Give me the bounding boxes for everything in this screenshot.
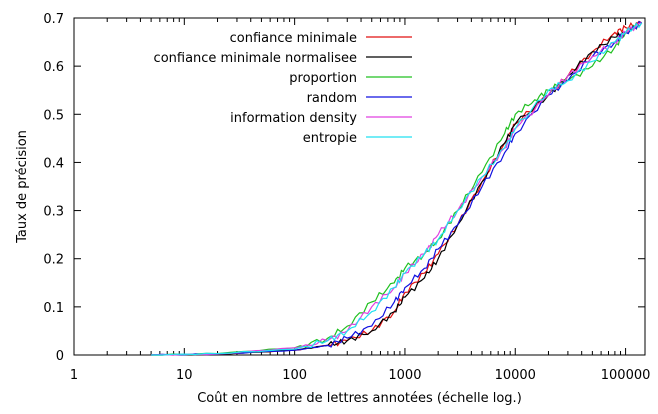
y-axis: 0 0.1 0.2 0.3 0.4 0.5 0.6 0.7 [43,12,645,364]
series-line [151,21,642,356]
legend-label: confiance minimale normalisee [154,51,357,66]
x-axis-label: Coût en nombre de lettres annotées (éche… [197,391,522,406]
y-tick-label: 0 [56,349,64,364]
y-tick-label: 0.5 [43,108,64,123]
y-tick-label: 0.3 [43,205,64,220]
legend-label: proportion [289,71,357,86]
x-tick-label: 1000 [388,368,421,383]
y-tick-label: 0.4 [43,156,64,171]
x-tick-label: 100 [282,368,307,383]
y-axis-label: Taux de précision [15,130,30,244]
plot-border [73,17,646,356]
series-line [151,22,643,356]
y-tick-label: 0.7 [43,12,64,27]
x-axis: 1 10 100 1000 10000 100000 [70,18,651,383]
y-tick-label: 0.2 [43,253,64,268]
series-line [151,20,642,356]
x-tick-label: 10000 [495,368,536,383]
series-line [151,22,642,356]
legend-label: information density [230,111,357,126]
legend-label: random [307,91,357,106]
legend: confiance minimale confiance minimale nor… [154,31,412,146]
y-tick-label: 0.1 [43,301,64,316]
series-line [151,22,643,356]
series-line [151,22,642,356]
x-tick-label: 10 [176,368,193,383]
legend-label: confiance minimale [230,31,357,46]
x-tick-label: 1 [70,368,78,383]
y-tick-label: 0.6 [43,60,64,75]
series-lines [151,20,643,356]
x-tick-label: 100000 [601,368,651,383]
plot-frame [73,17,646,356]
legend-label: entropie [303,131,357,146]
